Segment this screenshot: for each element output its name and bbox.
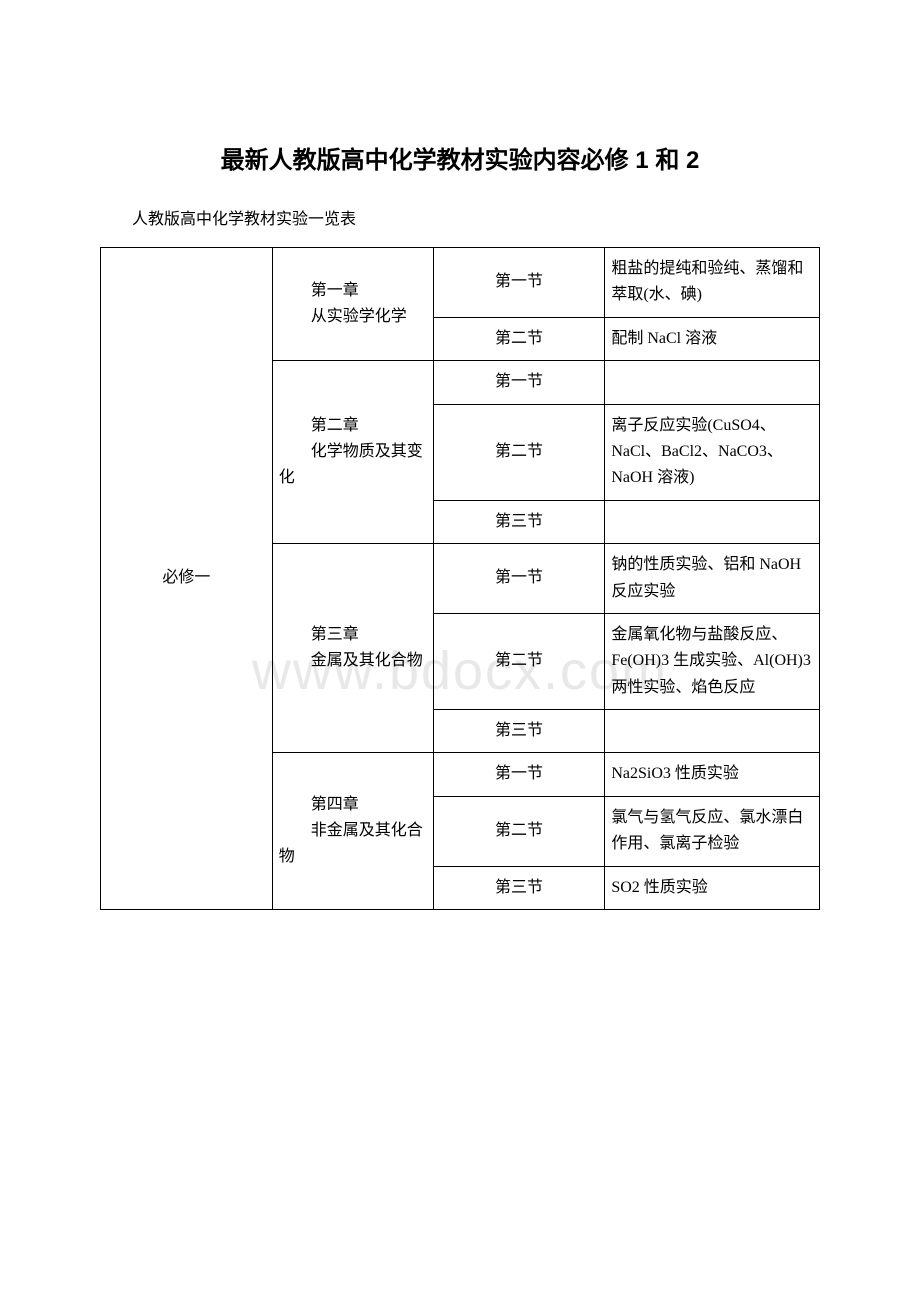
experiment-cell	[605, 710, 820, 753]
section-cell: 第二节	[433, 613, 605, 709]
document-page: 最新人教版高中化学教材实验内容必修 1 和 2 人教版高中化学教材实验一览表 必…	[0, 0, 920, 970]
section-cell: 第一节	[433, 361, 605, 404]
page-title: 最新人教版高中化学教材实验内容必修 1 和 2	[100, 140, 820, 175]
chapter-cell: 第四章 非金属及其化合物	[272, 753, 433, 910]
experiment-cell: Na2SiO3 性质实验	[605, 753, 820, 796]
chapter-name: 非金属及其化合物	[279, 818, 427, 871]
section-cell: 第二节	[433, 404, 605, 500]
experiment-cell: 粗盐的提纯和验纯、蒸馏和萃取(水、碘)	[605, 248, 820, 318]
chapter-number: 第二章	[279, 413, 427, 439]
experiment-text: 氯气与氢气反应、氯水漂白作用、氯离子检验	[611, 809, 803, 852]
experiment-cell: SO2 性质实验	[605, 866, 820, 909]
chapter-cell: 第一章 从实验学化学	[272, 248, 433, 361]
chapter-number: 第四章	[279, 792, 427, 818]
experiment-cell: 钠的性质实验、铝和 NaOH 反应实验	[605, 544, 820, 614]
chapter-name: 金属及其化合物	[279, 648, 427, 674]
volume-cell: 必修一	[101, 248, 273, 910]
chapter-cell: 第二章 化学物质及其变化	[272, 361, 433, 544]
section-cell: 第一节	[433, 753, 605, 796]
experiment-text: 配制 NaCl 溶液	[611, 330, 717, 347]
chapter-name: 从实验学化学	[279, 304, 427, 330]
section-cell: 第一节	[433, 248, 605, 318]
experiment-cell: 金属氧化物与盐酸反应、Fe(OH)3 生成实验、Al(OH)3 两性实验、焰色反…	[605, 613, 820, 709]
section-cell: 第一节	[433, 544, 605, 614]
chapter-name: 化学物质及其变化	[279, 439, 427, 492]
chapter-number: 第三章	[279, 622, 427, 648]
experiment-text: Na2SiO3 性质实验	[611, 765, 739, 782]
experiment-cell: 配制 NaCl 溶液	[605, 317, 820, 360]
experiment-cell: 离子反应实验(CuSO4、NaCl、BaCl2、NaCO3、NaOH 溶液)	[605, 404, 820, 500]
section-cell: 第三节	[433, 710, 605, 753]
experiment-text: SO2 性质实验	[611, 879, 707, 896]
experiment-text: 钠的性质实验、铝和 NaOH 反应实验	[611, 556, 801, 599]
table-row: 必修一 第一章 从实验学化学 第一节 粗盐的提纯和验纯、蒸馏和萃取(水、碘)	[101, 248, 820, 318]
experiment-text: 金属氧化物与盐酸反应、Fe(OH)3 生成实验、Al(OH)3 两性实验、焰色反…	[611, 626, 811, 696]
section-cell: 第三节	[433, 866, 605, 909]
experiment-text: 粗盐的提纯和验纯、蒸馏和萃取(水、碘)	[611, 260, 803, 303]
page-subtitle: 人教版高中化学教材实验一览表	[100, 205, 820, 229]
experiment-cell	[605, 361, 820, 404]
experiment-table: 必修一 第一章 从实验学化学 第一节 粗盐的提纯和验纯、蒸馏和萃取(水、碘) 第…	[100, 247, 820, 910]
experiment-cell: 氯气与氢气反应、氯水漂白作用、氯离子检验	[605, 796, 820, 866]
chapter-cell: 第三章 金属及其化合物	[272, 544, 433, 753]
section-cell: 第三节	[433, 500, 605, 543]
section-cell: 第二节	[433, 796, 605, 866]
experiment-cell	[605, 500, 820, 543]
section-cell: 第二节	[433, 317, 605, 360]
experiment-text: 离子反应实验(CuSO4、NaCl、BaCl2、NaCO3、NaOH 溶液)	[611, 417, 783, 487]
chapter-number: 第一章	[279, 278, 427, 304]
